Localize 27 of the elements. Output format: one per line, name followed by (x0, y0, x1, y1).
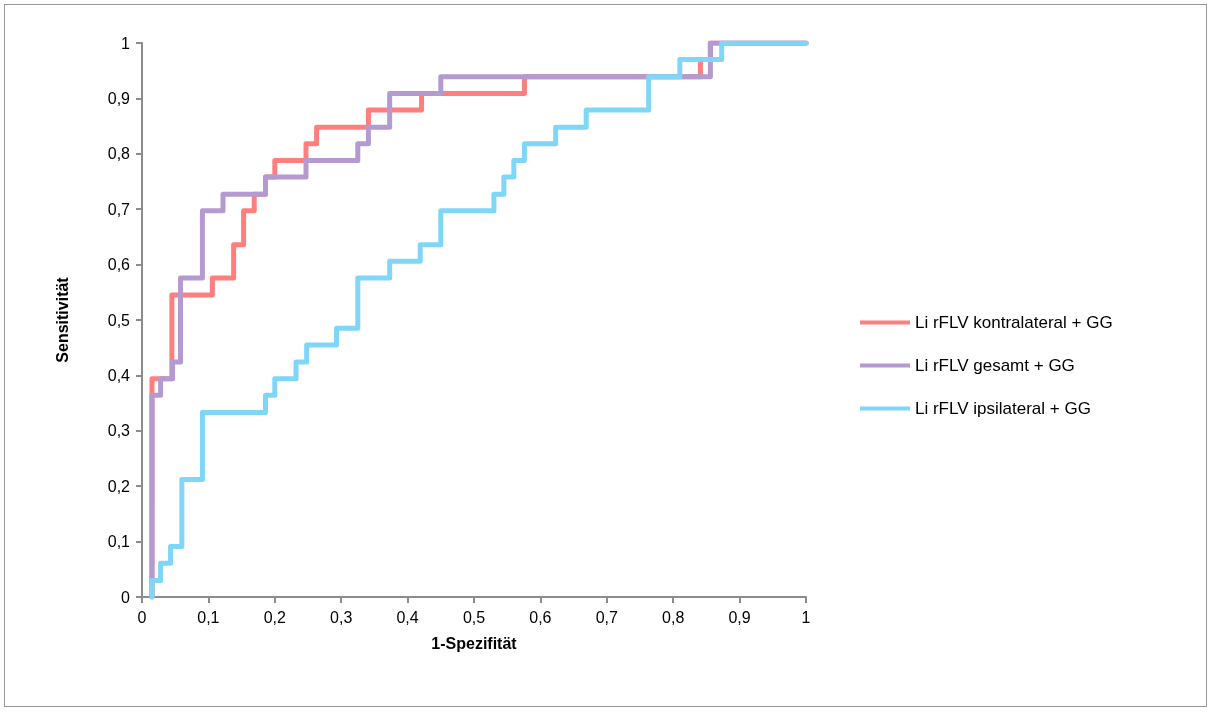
x-axis-title: 1-Spezifität (431, 634, 518, 652)
y-tick-label: 0,6 (107, 256, 131, 274)
y-tick-label: 0,2 (107, 477, 131, 495)
x-tick-label: 0,2 (263, 608, 287, 626)
y-tick-label: 0,5 (107, 311, 131, 329)
y-tick-label: 0,3 (107, 422, 131, 440)
x-tick-label: 0,1 (197, 608, 220, 626)
x-tick-label: 0,5 (462, 608, 486, 626)
legend-label: Li rFLV ipsilateral + GG (915, 399, 1091, 418)
y-tick-label: 0,1 (107, 533, 131, 551)
x-tick-label: 0,6 (529, 608, 552, 626)
y-tick-label: 0,9 (107, 89, 131, 107)
y-axis-title: Sensitivität (53, 276, 71, 363)
legend-label: Li rFLV kontralateral + GG (915, 313, 1113, 332)
x-tick-label: 1 (801, 608, 811, 626)
x-tick-label: 0 (137, 608, 147, 626)
y-tick-label: 1 (121, 34, 131, 52)
x-tick-label: 0,3 (330, 608, 353, 626)
legend-label: Li rFLV gesamt + GG (915, 356, 1075, 375)
y-tick-label: 0 (121, 588, 131, 606)
y-tick-label: 0,8 (107, 145, 131, 163)
x-tick-label: 0,9 (728, 608, 751, 626)
y-tick-label: 0,4 (107, 366, 131, 384)
x-tick-label: 0,7 (595, 608, 619, 626)
x-tick-label: 0,8 (662, 608, 685, 626)
y-tick-label: 0,7 (107, 200, 131, 218)
x-tick-label: 0,4 (396, 608, 419, 626)
